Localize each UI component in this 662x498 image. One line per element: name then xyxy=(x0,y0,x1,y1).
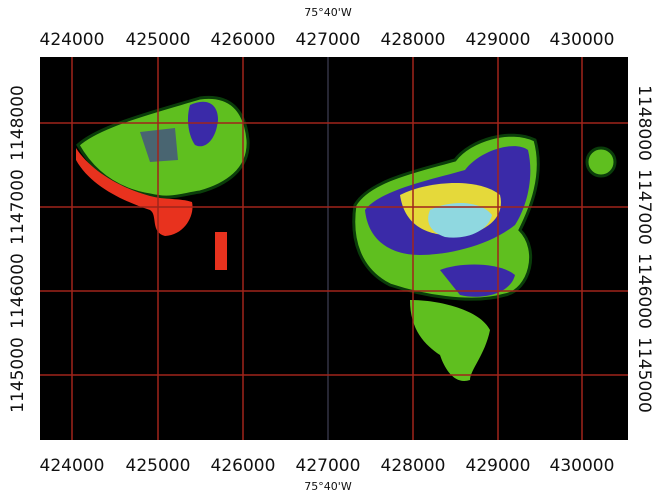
easting-label: 430000 xyxy=(550,30,615,50)
easting-label: 426000 xyxy=(211,30,276,50)
top-label: 75°40'W xyxy=(304,6,352,19)
easting-label: 425000 xyxy=(126,456,191,476)
easting-label: 425000 xyxy=(126,30,191,50)
map-background xyxy=(40,57,628,440)
easting-label: 427000 xyxy=(296,30,361,50)
easting-label: 428000 xyxy=(381,30,446,50)
northing-label: 1148000 xyxy=(8,85,28,161)
easting-label: 429000 xyxy=(466,456,531,476)
northing-label: 1146000 xyxy=(634,253,654,329)
easting-label: 428000 xyxy=(381,456,446,476)
northing-label: 1147000 xyxy=(8,169,28,245)
easting-label: 430000 xyxy=(550,456,615,476)
bottom-label: 75°40'W xyxy=(304,480,352,493)
map: 424000 424000 425000 425000 426000 426000 4270… xyxy=(0,0,662,498)
easting-label: 424000 xyxy=(40,456,105,476)
northing-label: 1147000 xyxy=(634,169,654,245)
northing-label: 1148000 xyxy=(634,85,654,161)
easting-label: 429000 xyxy=(466,30,531,50)
easting-label: 424000 xyxy=(40,30,105,50)
northing-label: 1146000 xyxy=(8,253,28,329)
northing-label: 1145000 xyxy=(8,337,28,413)
northing-label: 1145000 xyxy=(634,337,654,413)
easting-label: 427000 xyxy=(296,456,361,476)
easting-label: 426000 xyxy=(211,456,276,476)
